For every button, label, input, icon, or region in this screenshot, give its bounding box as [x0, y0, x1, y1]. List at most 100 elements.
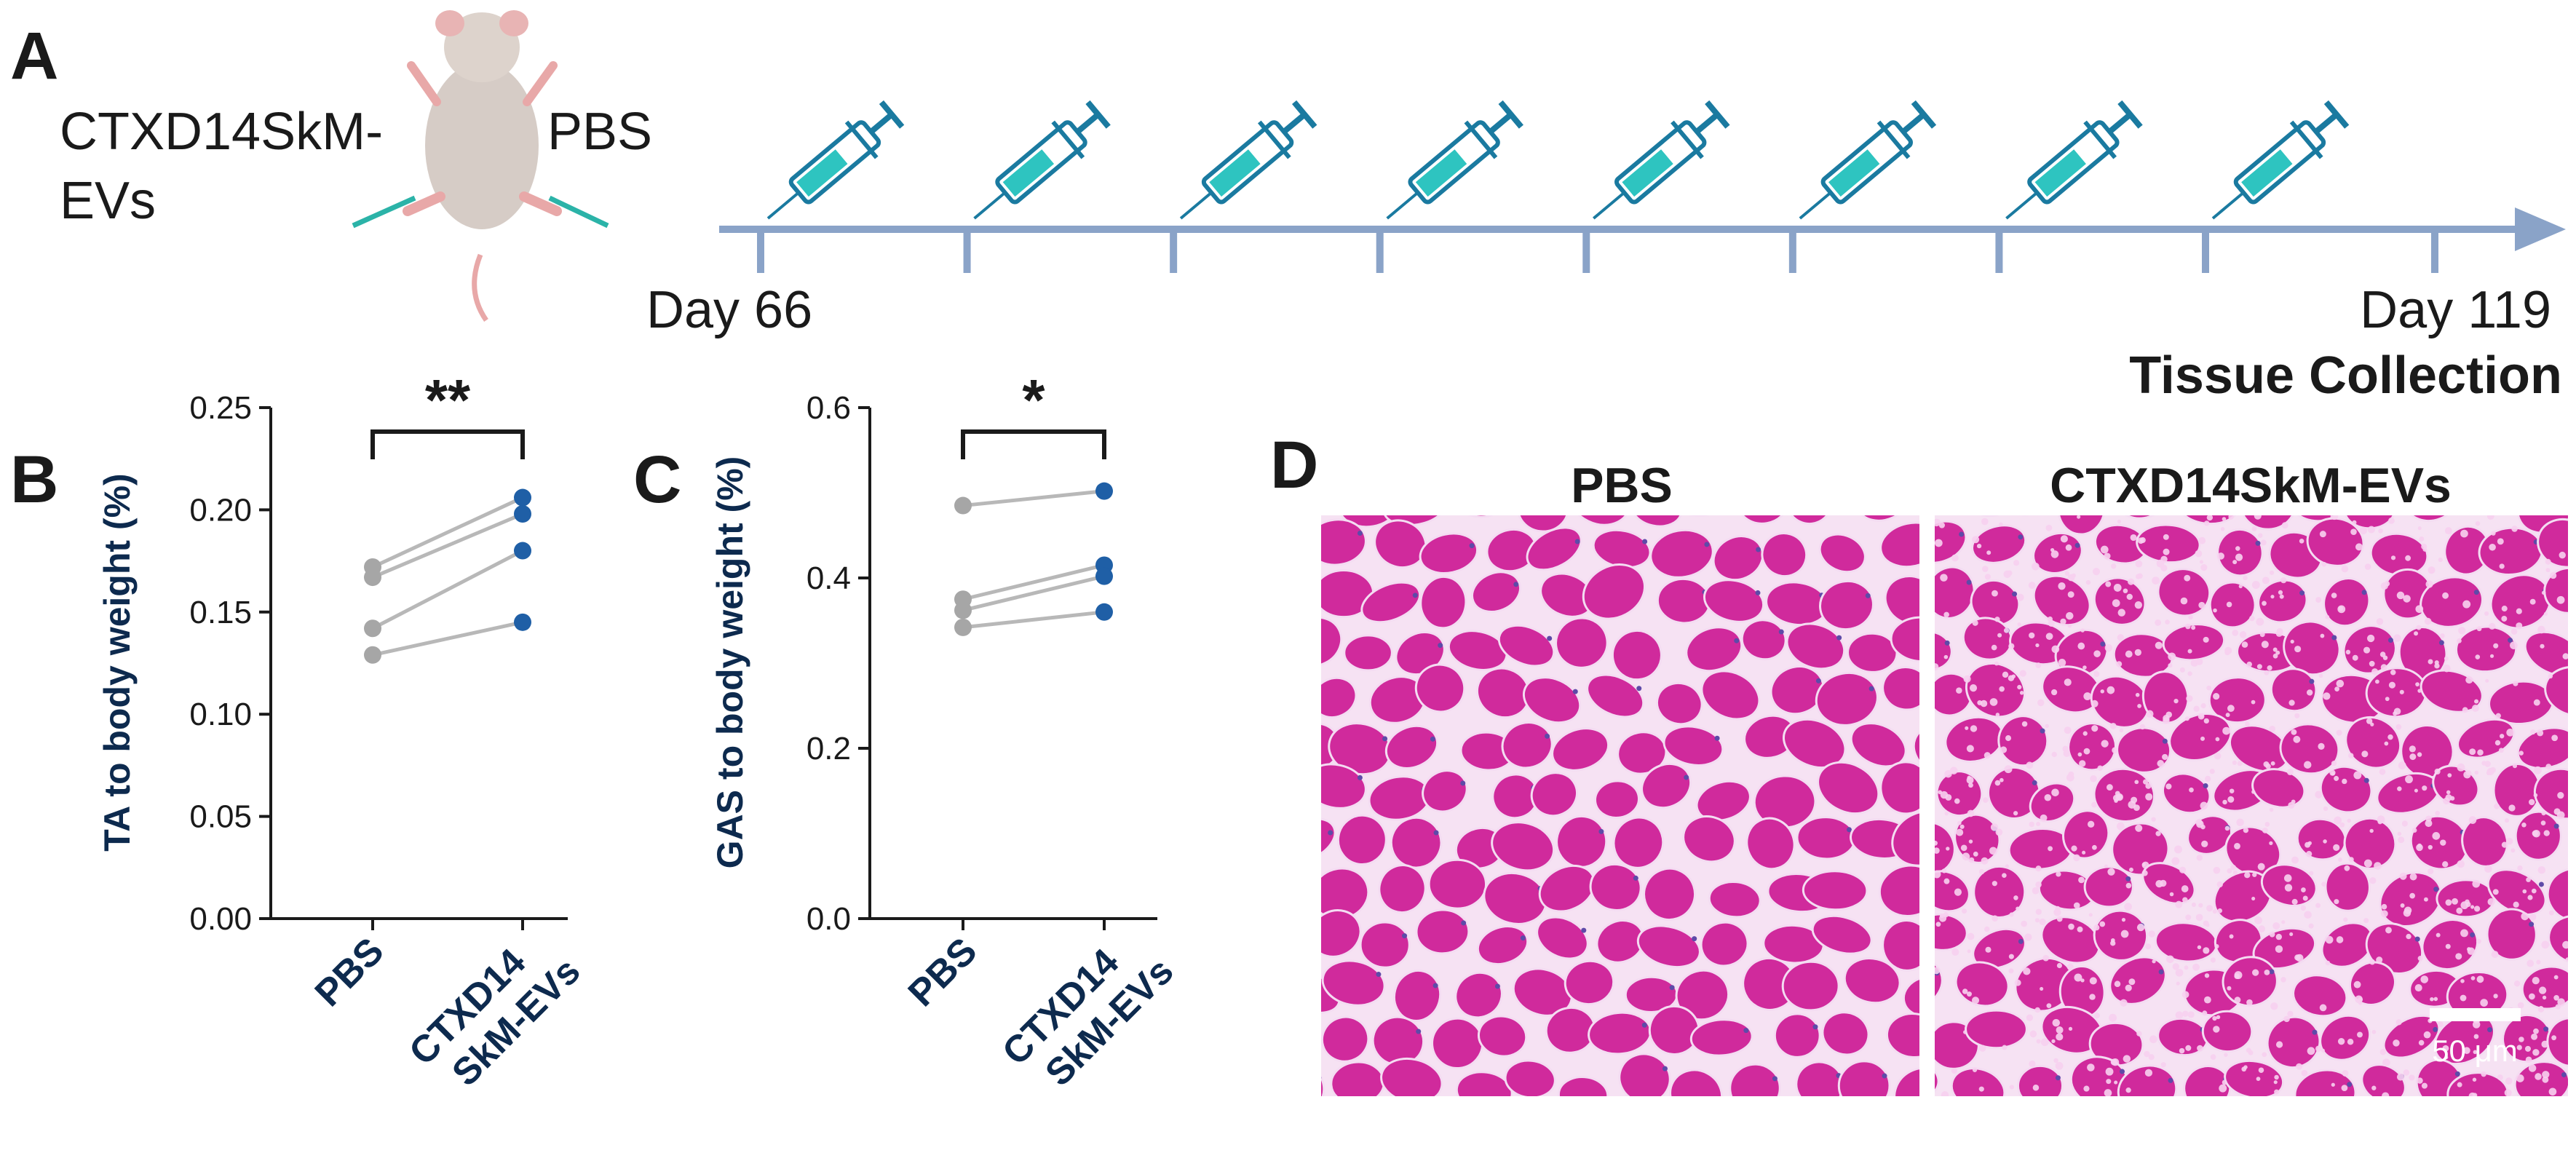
- vacuole: [2444, 656, 2449, 661]
- vacuole: [2179, 866, 2187, 873]
- vacuole: [1968, 857, 1975, 863]
- muscle-fiber: [1422, 769, 1468, 813]
- vacuole: [2517, 865, 2523, 871]
- vacuole: [2262, 1052, 2267, 1058]
- vacuole: [2481, 1071, 2486, 1077]
- vacuole: [1969, 684, 1978, 692]
- vacuole: [2016, 593, 2024, 601]
- chart-b-y-tick-label: 0.00: [189, 901, 252, 937]
- chart-b-point-pbs: [364, 568, 381, 587]
- vacuole: [2193, 705, 2200, 712]
- vacuole: [1966, 991, 1972, 997]
- vacuole: [2123, 1055, 2131, 1063]
- vacuole: [2176, 981, 2180, 986]
- vacuole: [2262, 576, 2270, 585]
- muscle-fiber: [1685, 626, 1743, 673]
- vacuole: [2000, 777, 2004, 782]
- muscle-fiber: [2040, 916, 2101, 964]
- vacuole: [2212, 1015, 2217, 1021]
- vacuole: [1992, 915, 1998, 922]
- vacuole: [2249, 615, 2255, 622]
- nucleus: [1778, 629, 1784, 635]
- muscle-fiber: [2524, 630, 2568, 677]
- vacuole: [2005, 735, 2012, 742]
- vacuole: [2172, 963, 2179, 970]
- vacuole: [2139, 537, 2146, 543]
- timeline-arrowhead: [2515, 207, 2566, 251]
- vacuole: [2371, 668, 2379, 675]
- panel-a-letter: A: [10, 19, 58, 93]
- right-group-label: PBS: [547, 103, 652, 161]
- vacuole: [2110, 1058, 2117, 1066]
- vacuole: [2445, 943, 2451, 949]
- nucleus: [1836, 635, 1842, 641]
- vacuole: [2146, 710, 2154, 718]
- vacuole: [2516, 1074, 2524, 1082]
- muscle-fibers-pbs: [1321, 515, 1919, 1096]
- vacuole: [2291, 898, 2298, 905]
- vacuole: [2551, 734, 2559, 742]
- vacuole: [2128, 867, 2133, 872]
- vacuole: [2305, 850, 2313, 857]
- vacuole: [2080, 628, 2085, 633]
- vacuole: [2445, 899, 2452, 906]
- vacuole: [2301, 887, 2306, 892]
- timeline-start-label: Day 66: [646, 281, 812, 339]
- vacuole: [2341, 565, 2349, 573]
- chart-b-significance-label: **: [425, 368, 471, 432]
- vacuole: [1983, 752, 1991, 759]
- histology-right-title: CTXD14SkM-EVs: [2050, 458, 2452, 513]
- syringe-icon: [1386, 100, 1523, 220]
- chart-c-category-evs: CTXD14 SkM-EVs: [994, 918, 1181, 1105]
- nucleus: [2168, 1077, 2173, 1083]
- vacuole: [2325, 614, 2330, 619]
- vacuole: [2003, 627, 2010, 633]
- vacuole: [2116, 822, 2125, 831]
- vacuole: [2294, 954, 2301, 961]
- vacuole: [2067, 591, 2074, 598]
- vacuole: [2393, 1039, 2400, 1047]
- vacuole: [2104, 643, 2113, 652]
- vacuole: [2160, 555, 2168, 563]
- vacuole: [2526, 877, 2531, 882]
- vacuole: [2252, 969, 2259, 976]
- vacuole: [2489, 654, 2494, 658]
- vacuole: [2254, 916, 2262, 924]
- nucleus: [1460, 780, 1466, 786]
- vacuole: [2476, 975, 2484, 983]
- vacuole: [2275, 630, 2283, 637]
- vacuole: [1978, 1086, 1984, 1092]
- vacuole: [2361, 750, 2369, 758]
- nucleus: [2100, 641, 2106, 647]
- vacuole: [2283, 874, 2292, 882]
- vacuole: [2136, 923, 2145, 932]
- muscle-fiber: [1689, 1018, 1753, 1057]
- vacuole: [1997, 633, 2002, 638]
- vacuole: [1956, 828, 1964, 836]
- nucleus: [1865, 593, 1871, 598]
- muscle-fiber: [1815, 671, 1879, 726]
- muscle-fiber: [2117, 1064, 2178, 1096]
- nucleus: [2433, 1026, 2438, 1032]
- vacuole: [2134, 780, 2139, 785]
- vacuole: [2418, 1039, 2425, 1046]
- muscle-fiber: [2270, 667, 2318, 713]
- vacuole: [2017, 622, 2021, 627]
- vacuole: [2425, 820, 2433, 828]
- vacuole: [2045, 724, 2049, 729]
- muscle-fiber: [1740, 619, 1787, 661]
- chart-c-point-evs: [1095, 482, 1113, 500]
- vacuole: [2026, 1014, 2034, 1021]
- vacuole: [2056, 1033, 2064, 1041]
- vacuole: [2009, 1085, 2014, 1090]
- vacuole: [2428, 566, 2436, 574]
- vacuole: [2486, 770, 2492, 776]
- muscle-fiber: [1526, 526, 1582, 571]
- muscle-fiber: [1415, 908, 1470, 955]
- vacuole: [2447, 773, 2452, 778]
- nucleus: [1868, 686, 1874, 692]
- vacuole: [2077, 926, 2083, 932]
- vacuole: [2093, 924, 2100, 931]
- vacuole: [2428, 868, 2434, 875]
- vacuole: [2398, 836, 2405, 844]
